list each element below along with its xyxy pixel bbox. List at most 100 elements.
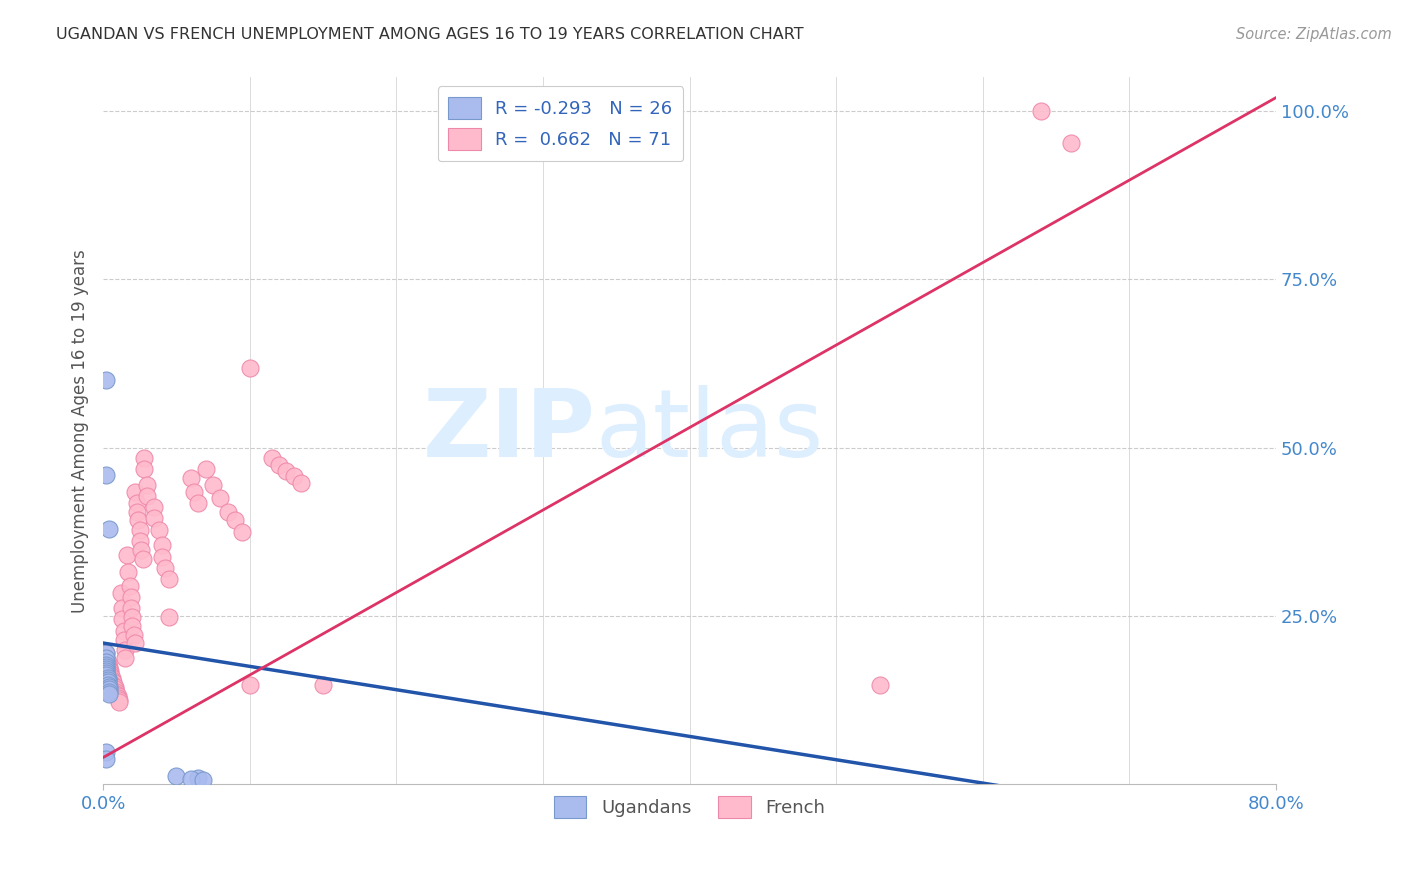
Point (128, 523, 150, 537)
Point (94, 646, 117, 660)
Text: ZIP: ZIP (423, 385, 596, 477)
Point (290, 475, 312, 490)
Point (134, 462, 156, 476)
Point (157, 610, 180, 624)
Point (96, 655, 118, 669)
Point (217, 505, 239, 519)
Point (104, 680, 127, 694)
Point (114, 650, 136, 665)
Point (120, 601, 142, 615)
Point (98, 684, 121, 698)
Point (121, 610, 143, 624)
Legend: Ugandans, French: Ugandans, French (547, 789, 832, 825)
Point (209, 491, 232, 506)
Point (108, 693, 131, 707)
Point (107, 691, 129, 706)
Point (194, 462, 217, 476)
Point (132, 552, 155, 566)
Point (125, 505, 148, 519)
Y-axis label: Unemployment Among Ages 16 to 19 years: Unemployment Among Ages 16 to 19 years (72, 249, 89, 613)
Point (869, 678, 891, 692)
Point (94, 665, 117, 679)
Point (94, 650, 117, 665)
Point (124, 636, 146, 650)
Point (183, 484, 205, 499)
Point (105, 687, 128, 701)
Point (114, 642, 136, 657)
Point (143, 500, 166, 514)
Point (191, 772, 214, 787)
Text: UGANDAN VS FRENCH UNEMPLOYMENT AMONG AGES 16 TO 19 YEARS CORRELATION CHART: UGANDAN VS FRENCH UNEMPLOYMENT AMONG AGE… (56, 27, 804, 42)
Point (128, 533, 150, 548)
Point (98, 522, 121, 536)
Point (94, 657, 117, 672)
Point (96, 671, 118, 685)
Point (134, 450, 156, 465)
Point (100, 666, 122, 681)
Point (101, 671, 124, 685)
Point (180, 772, 202, 786)
Point (98, 662, 121, 676)
Point (121, 619, 143, 633)
Point (98, 680, 121, 694)
Point (94, 752, 117, 766)
Point (94, 666, 117, 681)
Point (117, 566, 139, 580)
Point (104, 681, 127, 696)
Point (239, 678, 262, 692)
Point (122, 628, 145, 642)
Point (94, 668, 117, 682)
Point (103, 678, 125, 692)
Point (180, 471, 202, 485)
Point (239, 361, 262, 376)
Point (153, 560, 176, 574)
Point (111, 601, 134, 615)
Point (120, 591, 142, 605)
Point (96, 678, 118, 692)
Point (187, 771, 209, 785)
Point (150, 549, 173, 564)
Point (100, 665, 122, 679)
Point (101, 673, 124, 687)
Point (94, 650, 117, 665)
Point (124, 484, 146, 499)
Text: atlas: atlas (596, 385, 824, 477)
Point (143, 511, 166, 525)
Text: Source: ZipAtlas.com: Source: ZipAtlas.com (1236, 27, 1392, 42)
Point (98, 687, 121, 701)
Point (108, 695, 131, 709)
Point (129, 543, 152, 558)
Point (260, 450, 283, 465)
Point (127, 514, 149, 528)
Point (136, 489, 159, 503)
Point (276, 464, 298, 478)
Point (94, 662, 117, 676)
Point (94, 646, 117, 660)
Point (98, 659, 121, 673)
Point (94, 745, 117, 759)
Point (94, 373, 117, 387)
Point (98, 681, 121, 696)
Point (150, 538, 173, 552)
Point (100, 668, 122, 682)
Point (187, 496, 209, 510)
Point (312, 678, 335, 692)
Point (125, 496, 148, 510)
Point (231, 524, 253, 539)
Point (1060, 136, 1083, 151)
Point (103, 675, 125, 690)
Point (202, 477, 225, 491)
Point (107, 689, 129, 703)
Point (157, 572, 180, 586)
Point (1031, 104, 1053, 119)
Point (111, 612, 134, 626)
Point (94, 467, 117, 482)
Point (112, 632, 135, 647)
Point (165, 769, 187, 783)
Point (94, 659, 117, 673)
Point (112, 624, 135, 638)
Point (136, 477, 159, 491)
Point (96, 673, 118, 687)
Point (110, 585, 132, 599)
Point (118, 579, 141, 593)
